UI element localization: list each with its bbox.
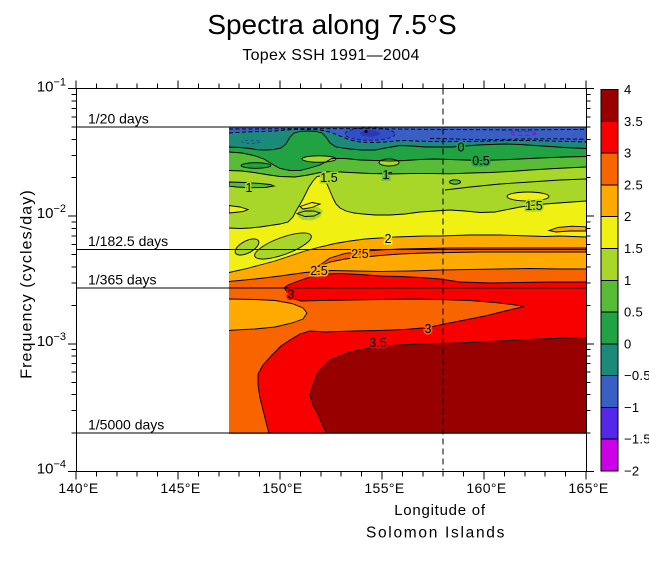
svg-text:3.5: 3.5 [369, 336, 386, 350]
svg-text:2.5: 2.5 [310, 264, 327, 278]
svg-text:1/5000 days: 1/5000 days [88, 417, 164, 433]
svg-text:1.5: 1.5 [320, 171, 337, 185]
svg-text:−1.5: −1.5 [624, 432, 649, 447]
svg-text:150°E: 150°E [262, 480, 302, 496]
svg-text:2: 2 [385, 232, 392, 246]
svg-text:Longitude of: Longitude of [394, 502, 486, 519]
svg-text:Solomon Islands: Solomon Islands [366, 525, 506, 542]
svg-text:4: 4 [624, 82, 632, 97]
svg-text:2: 2 [624, 209, 632, 224]
svg-text:−2: −2 [624, 464, 639, 479]
svg-text:1: 1 [246, 181, 253, 195]
svg-text:2.5: 2.5 [624, 177, 643, 192]
svg-text:Frequency (cycles/day): Frequency (cycles/day) [19, 189, 36, 379]
svg-text:2.5: 2.5 [351, 247, 368, 261]
svg-text:165°E: 165°E [568, 480, 608, 496]
svg-text:0: 0 [458, 141, 465, 155]
svg-text:0.5: 0.5 [624, 305, 643, 320]
svg-text:3.5: 3.5 [624, 114, 643, 129]
svg-text:3: 3 [288, 288, 295, 302]
svg-text:160°E: 160°E [466, 480, 506, 496]
svg-text:1/20 days: 1/20 days [88, 110, 149, 126]
svg-text:0.5: 0.5 [472, 154, 489, 168]
svg-text:1/182.5 days: 1/182.5 days [88, 233, 168, 249]
svg-text:0: 0 [624, 336, 632, 351]
svg-text:−1: −1 [624, 400, 639, 415]
svg-text:1.5: 1.5 [624, 241, 643, 256]
svg-text:−0.5: −0.5 [624, 368, 649, 383]
svg-text:140°E: 140°E [58, 480, 98, 496]
svg-text:1/365 days: 1/365 days [88, 271, 157, 287]
svg-text:1.5: 1.5 [525, 199, 542, 213]
svg-text:1: 1 [624, 273, 632, 288]
svg-text:155°E: 155°E [364, 480, 404, 496]
svg-text:Spectra along 7.5°S: Spectra along 7.5°S [207, 9, 456, 40]
svg-text:1: 1 [383, 168, 390, 182]
svg-text:145°E: 145°E [160, 480, 200, 496]
svg-text:3: 3 [425, 322, 432, 336]
svg-text:3: 3 [624, 146, 632, 161]
svg-text:Topex SSH 1991—2004: Topex SSH 1991—2004 [242, 47, 419, 64]
